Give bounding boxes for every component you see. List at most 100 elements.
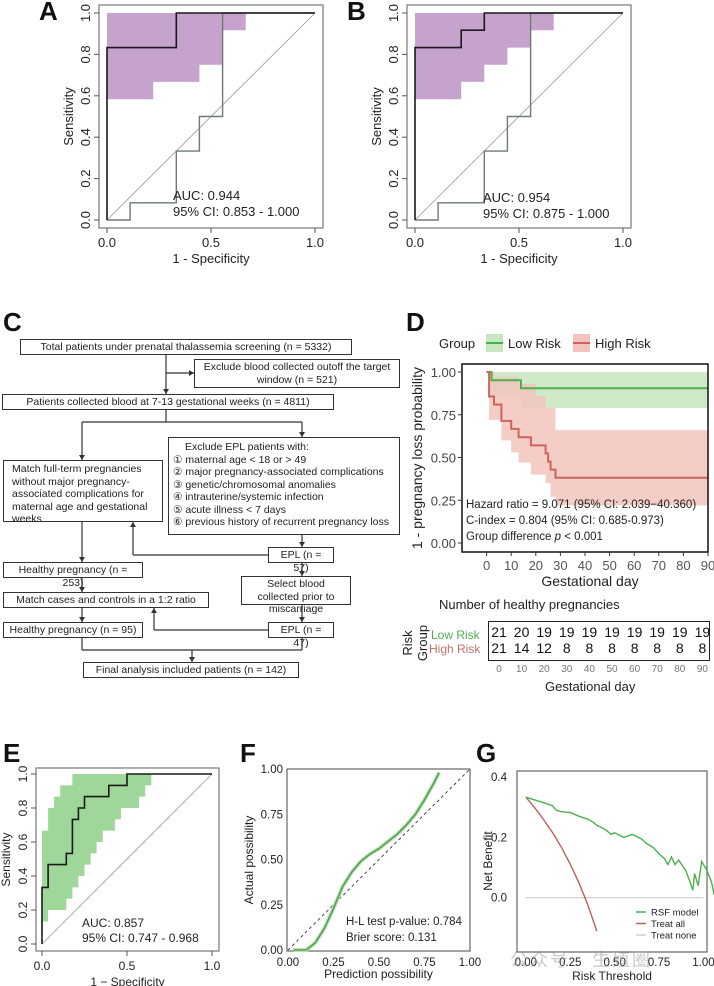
roc-curve-B xyxy=(414,12,623,220)
c-index-label: C-index = 0.804 (95% CI: 0.685-0.973) xyxy=(466,515,664,527)
ci-band-B xyxy=(415,13,554,100)
x-axis-label-A: 1 - Specificity xyxy=(172,251,250,266)
x-tick-label-E: 1.0 xyxy=(204,959,221,973)
risk-table-cell: 19 xyxy=(672,624,688,640)
y-tick-label-E: 0.6 xyxy=(16,833,30,850)
x-tick-label-G: 0.75 xyxy=(648,957,670,969)
y-tick-label-A: 1.0 xyxy=(78,4,93,22)
risk-row-label-low: Low Risk xyxy=(431,628,480,642)
y-axis-label-F: Actual possibility xyxy=(242,816,256,905)
y-tick-label-E: 1.0 xyxy=(16,765,30,782)
y-tick-label-F: 0.75 xyxy=(261,809,283,821)
ci-label-A: 95% CI: 0.853 - 1.000 xyxy=(173,204,299,219)
x-tick-label-G: 0.00 xyxy=(515,957,537,969)
flow-box-total: Total patients under prenatal thalassemi… xyxy=(20,339,352,355)
dca-curve-rsf-model xyxy=(525,796,714,895)
risk-table-xlabel: Gestational day xyxy=(545,679,636,694)
risk-table-cell: 8 xyxy=(630,640,639,656)
risk-table-cell: 19 xyxy=(626,624,643,640)
y-axis-label-B: Sensitivity xyxy=(369,87,384,146)
y-tick-label-E: 0.2 xyxy=(16,901,30,918)
y-tick-label-F: 1.00 xyxy=(261,764,283,776)
y-tick-label-G: 0.0 xyxy=(491,893,507,905)
flow-box-match-fullterm: Match full-term pregnancies without majo… xyxy=(3,460,163,525)
flow-arrowhead xyxy=(79,557,85,562)
survival-curve-low-risk xyxy=(486,371,708,390)
risk-table-cell: 8 xyxy=(675,640,684,656)
flow-box-healthy253: Healthy pregnancy (n = 253) xyxy=(3,562,143,589)
risk-table-cell: 14 xyxy=(513,640,530,656)
exclude-epl-item: ④ intrauterine/systemic infection xyxy=(173,491,324,503)
x-axis-label-B: 1 - Specificity xyxy=(480,251,558,266)
flow-box-healthy95: Healthy pregnancy (n = 95) xyxy=(3,622,143,638)
risk-table-cell: 21 xyxy=(491,624,507,640)
risk-table-cell: 19 xyxy=(604,624,620,640)
auc-label-E: AUC: 0.857 xyxy=(82,916,144,930)
flow-box-final: Final analysis included patients (n = 14… xyxy=(83,662,299,678)
x-tick-label-D: 50 xyxy=(602,558,616,573)
y-tick-label-F: 0.50 xyxy=(261,855,283,867)
flow-arrowhead xyxy=(79,617,85,622)
risk-table-x-tick: 0 xyxy=(496,664,502,675)
flow-arrowhead xyxy=(299,542,305,547)
calibration-curve xyxy=(293,772,440,951)
risk-table-x-tick: 80 xyxy=(674,664,686,675)
flow-box-epl47: EPL (n = 47) xyxy=(268,622,334,649)
y-tick-label-B: 0.4 xyxy=(386,128,401,146)
roc-curve-E xyxy=(41,773,212,944)
risk-table-x-tick: 50 xyxy=(606,664,618,675)
exclude-epl-item: ① maternal age < 18 or > 49 xyxy=(173,453,307,466)
flow-arrowhead xyxy=(299,617,305,622)
panel-letter-e: E xyxy=(3,738,21,768)
legend-label-high-risk: High Risk xyxy=(595,336,651,351)
risk-table-x-tick: 60 xyxy=(629,664,641,675)
y-tick-label-B: 0.2 xyxy=(386,170,401,188)
flow-box-exclude-window: Exclude blood collected outoff the targe… xyxy=(194,359,400,388)
risk-table-cell: 19 xyxy=(559,624,575,640)
flow-arrowhead xyxy=(79,587,85,592)
hl-test-label: H-L test p-value: 0.784 xyxy=(346,916,463,928)
risk-table-cell: 21 xyxy=(491,640,507,656)
risk-table-x-tick: 20 xyxy=(538,664,550,675)
flow-box-match-ratio: Match cases and controls in a 1:2 ratio xyxy=(3,592,209,608)
panel-letter-d: D xyxy=(406,307,425,337)
y-tick-label-F: 0.00 xyxy=(261,945,283,957)
y-tick-label-D: 1.00 xyxy=(431,365,456,380)
y-tick-label-D: 0.50 xyxy=(431,451,456,466)
ci-label-B: 95% CI: 0.875 - 1.000 xyxy=(483,206,609,221)
flow-arrowhead xyxy=(189,370,194,376)
y-tick-label-D: 0.00 xyxy=(431,536,456,551)
y-tick-label-B: 1.0 xyxy=(386,4,401,22)
risk-table-cell: 19 xyxy=(649,624,665,640)
x-axis-label-F: Prediction possibility xyxy=(324,967,433,981)
risk-table-cell: 8 xyxy=(608,640,616,656)
x-tick-label-A: 1.0 xyxy=(306,235,324,250)
x-axis-label-D: Gestational day xyxy=(541,573,638,589)
dca-curve-treat-all xyxy=(525,796,598,932)
y-tick-label-G: 0.2 xyxy=(491,832,507,844)
legend-label-low-risk: Low Risk xyxy=(508,336,561,351)
flow-arrowhead xyxy=(163,389,169,394)
risk-table-cell: 8 xyxy=(653,640,662,656)
group-difference-label: Group difference p < 0.001 xyxy=(466,531,603,543)
x-tick-label-F: 0.50 xyxy=(368,957,390,969)
ci-band-high-risk xyxy=(486,372,708,506)
watermark: 公众号 · 生殖圈 xyxy=(510,950,652,970)
exclude-epl-title: Exclude EPL patients with: xyxy=(185,441,309,453)
y-axis-label-A: Sensitivity xyxy=(61,87,76,146)
y-tick-label-E: 0.0 xyxy=(16,935,30,952)
auc-label-B: AUC: 0.954 xyxy=(483,190,550,205)
flow-arrowhead xyxy=(130,522,136,527)
y-axis-label-D: 1 - pregnancy loss probability xyxy=(409,367,425,549)
auc-label-A: AUC: 0.944 xyxy=(173,188,240,203)
plot-frame-G xyxy=(516,770,708,953)
x-tick-label-F: 0.00 xyxy=(277,957,299,969)
ci-band-A xyxy=(107,13,246,100)
x-tick-label-F: 0.25 xyxy=(322,957,344,969)
y-axis-label-E: Sensitivity xyxy=(0,832,13,886)
risk-row-label-high: High Risk xyxy=(429,642,481,656)
survival-curve-high-risk xyxy=(486,371,708,479)
y-tick-label-E: 0.8 xyxy=(16,799,30,816)
hazard-ratio-label: Hazard ratio = 9.071 (95% CI: 2.039−40.3… xyxy=(466,499,696,511)
